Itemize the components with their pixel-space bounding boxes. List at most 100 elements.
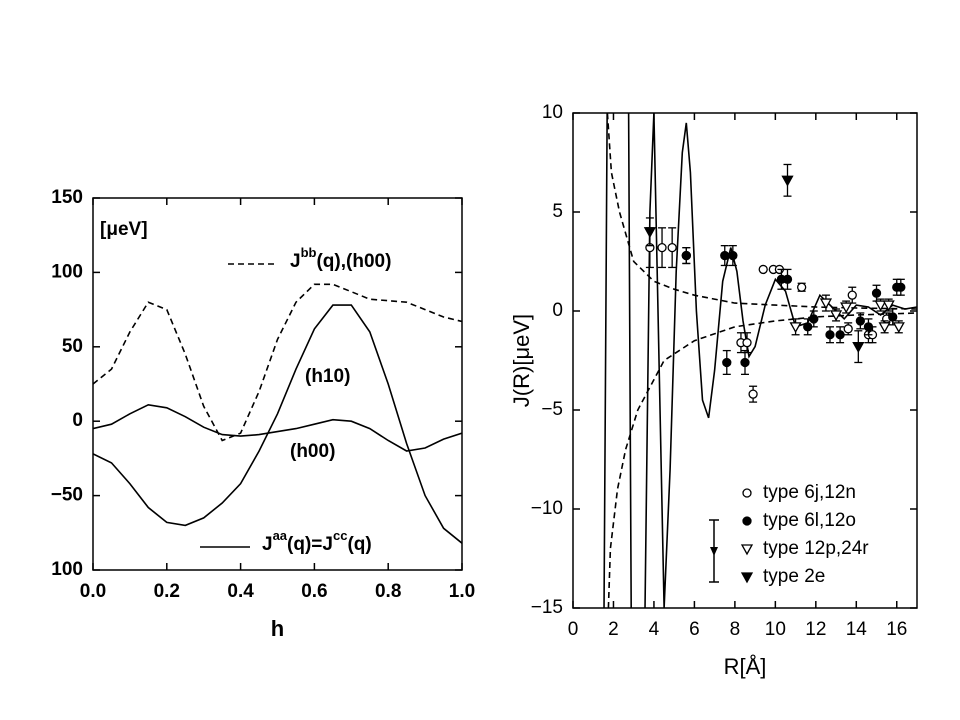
point <box>892 322 905 334</box>
x-axis-label: R[Å] <box>724 654 767 679</box>
point <box>855 316 865 326</box>
x-tick-label: 6 <box>689 619 700 640</box>
annotation: (h10) <box>305 366 350 387</box>
point <box>657 242 667 253</box>
line <box>93 283 462 442</box>
annotation: Jbb(q),(h00) <box>290 245 391 272</box>
point <box>863 322 874 332</box>
point <box>740 357 750 368</box>
x-tick-label: 0.8 <box>375 581 401 602</box>
point <box>742 338 752 348</box>
y-tick-label: 10 <box>542 102 563 123</box>
x-tick-label: 0.6 <box>301 581 327 602</box>
annotation-part: (q) <box>347 534 371 555</box>
legend-marker <box>740 544 754 556</box>
annotation: (h00) <box>290 441 335 462</box>
point <box>852 341 865 353</box>
y-tick-label: 100 <box>51 261 83 282</box>
point <box>871 288 882 298</box>
y-tick-label: 50 <box>62 336 83 357</box>
point <box>843 324 853 334</box>
legend-label: type 6j,12n <box>763 482 856 503</box>
point <box>722 357 732 368</box>
legend-error-marker <box>710 547 718 556</box>
x-tick-label: 0.4 <box>227 581 254 602</box>
legend-label: type 2e <box>763 566 825 587</box>
point <box>835 330 845 340</box>
y-tick-label: −5 <box>541 399 563 420</box>
y-axis-label: J(R)[μeV] <box>509 314 534 407</box>
annotation-part: [μeV] <box>100 219 148 240</box>
x-tick-label: 16 <box>886 619 907 640</box>
legend-marker <box>742 516 752 526</box>
x-tick-label: 14 <box>846 619 868 640</box>
annotation: [μeV] <box>100 219 148 240</box>
legend-marker <box>740 572 754 584</box>
point <box>781 175 794 187</box>
point <box>643 227 656 239</box>
plot-frame <box>92 197 463 571</box>
annotation-part: (q)=J <box>287 534 333 555</box>
point <box>829 310 843 322</box>
annotation-part: (h10) <box>305 366 350 387</box>
x-axis-label: h <box>271 616 284 641</box>
y-tick-label: 100 <box>51 559 83 580</box>
point <box>748 389 758 399</box>
point <box>797 282 807 292</box>
x-tick-label: 2 <box>608 619 619 640</box>
annotation-part: (q),(h00) <box>316 251 391 272</box>
x-tick-label: 12 <box>805 619 826 640</box>
point <box>789 322 802 334</box>
y-tick-label: −50 <box>51 485 83 506</box>
point <box>840 302 853 314</box>
point <box>720 250 730 261</box>
annotation: Jaa(q)=Jcc(q) <box>262 528 372 555</box>
point <box>896 282 906 292</box>
point <box>874 300 887 312</box>
annotation-part: J <box>262 534 273 555</box>
annotation-part: cc <box>333 528 347 543</box>
x-tick-label: 0 <box>568 619 579 640</box>
point <box>882 300 895 312</box>
x-tick-label: 4 <box>649 619 660 640</box>
x-tick-label: 8 <box>730 619 741 640</box>
line <box>607 312 917 608</box>
point <box>888 312 898 322</box>
y-tick-label: −15 <box>531 597 563 618</box>
legend-label: type 12p,24r <box>763 538 869 559</box>
y-tick-label: 5 <box>552 201 563 222</box>
point <box>809 314 819 324</box>
point <box>758 264 768 275</box>
y-tick-label: 0 <box>552 300 563 321</box>
point <box>847 290 857 300</box>
legend-label: type 6l,12o <box>763 510 856 531</box>
point <box>878 322 891 334</box>
point <box>681 250 691 261</box>
line <box>93 304 462 544</box>
point <box>728 250 738 261</box>
x-tick-label: 0.0 <box>80 581 106 602</box>
legend-marker <box>742 488 752 498</box>
plot-area <box>93 283 462 544</box>
plot-frame <box>572 112 918 609</box>
plot-area <box>603 113 917 608</box>
y-tick-label: −10 <box>531 498 563 519</box>
annotation-part: (h00) <box>290 441 335 462</box>
point <box>782 274 793 284</box>
line <box>93 403 462 452</box>
point <box>819 298 833 310</box>
annotation-part: J <box>290 251 301 272</box>
line <box>606 113 917 310</box>
annotation-part: bb <box>301 245 317 260</box>
point <box>667 242 677 253</box>
y-tick-label: 0 <box>72 410 83 431</box>
point <box>825 330 835 340</box>
x-tick-label: 0.2 <box>154 581 180 602</box>
x-tick-label: 1.0 <box>449 581 475 602</box>
y-tick-label: 150 <box>51 187 83 208</box>
annotation-part: aa <box>273 528 288 543</box>
line <box>603 113 917 608</box>
